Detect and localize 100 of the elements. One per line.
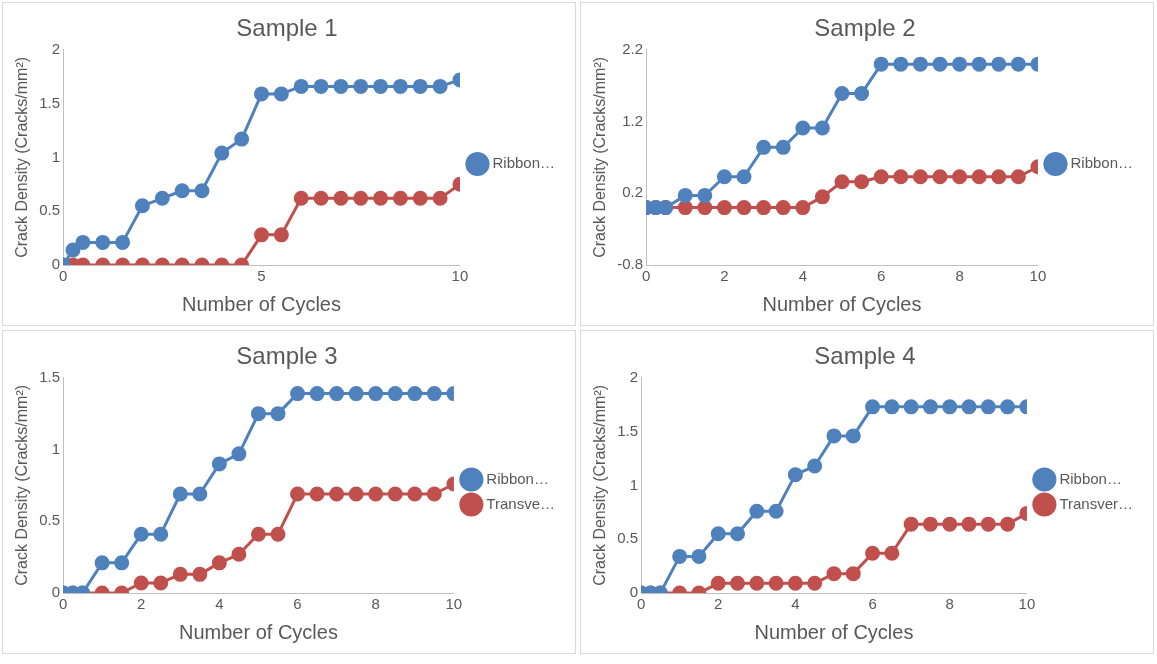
- point: [845, 566, 861, 582]
- x-tick-label: 10: [445, 595, 463, 613]
- point: [387, 386, 403, 402]
- y-axis-title: Crack Density (Cracks/mm²): [13, 384, 31, 586]
- y-tick-label: 2.2: [622, 39, 644, 57]
- point: [736, 200, 752, 216]
- point: [133, 526, 149, 542]
- point: [392, 190, 408, 206]
- point: [971, 169, 987, 185]
- point: [329, 486, 345, 502]
- x-tick-label: 2: [137, 595, 146, 613]
- point: [329, 386, 345, 402]
- point: [194, 183, 210, 199]
- point: [1010, 56, 1026, 72]
- point: [313, 78, 329, 94]
- point: [95, 234, 111, 250]
- chart-title: Sample 3: [236, 342, 338, 370]
- chart-title: Sample 2: [814, 14, 916, 42]
- point: [677, 187, 693, 203]
- point: [893, 56, 909, 72]
- point: [432, 190, 448, 206]
- point: [961, 399, 977, 415]
- point: [75, 234, 91, 250]
- y-tick-label: 2: [629, 367, 639, 385]
- y-tick-label: 1: [51, 439, 61, 457]
- point: [768, 575, 784, 591]
- point: [865, 545, 881, 561]
- point: [942, 399, 958, 415]
- point: [795, 200, 811, 216]
- point: [192, 566, 208, 582]
- point: [952, 169, 968, 185]
- point: [716, 169, 732, 185]
- legend-label: Transve…: [486, 494, 556, 512]
- point: [1000, 399, 1016, 415]
- point: [677, 200, 693, 216]
- point: [691, 548, 707, 564]
- point: [807, 575, 823, 591]
- point: [1010, 169, 1026, 185]
- point: [787, 467, 803, 483]
- point: [172, 486, 188, 502]
- legend-label: Ribbon…: [492, 154, 556, 172]
- point: [932, 56, 948, 72]
- point: [749, 503, 765, 519]
- point: [234, 131, 250, 147]
- point: [333, 190, 349, 206]
- point: [115, 234, 131, 250]
- point: [922, 399, 938, 415]
- point: [932, 169, 948, 185]
- point: [293, 78, 309, 94]
- y-axis-title: Crack Density (Cracks/mm²): [591, 56, 609, 258]
- point: [912, 56, 928, 72]
- point: [368, 386, 384, 402]
- point: [991, 56, 1007, 72]
- point: [273, 86, 289, 102]
- point: [775, 200, 791, 216]
- point: [807, 458, 823, 474]
- point: [154, 190, 170, 206]
- y-tick-label: -0.8: [617, 255, 644, 273]
- x-tick-label: 5: [257, 267, 266, 285]
- x-axis-title: Number of Cycles: [178, 620, 338, 643]
- y-tick-label: 1: [629, 475, 639, 493]
- point: [392, 78, 408, 94]
- x-axis-title: Number of Cycles: [762, 292, 922, 315]
- point: [716, 200, 732, 216]
- point: [309, 386, 325, 402]
- point: [134, 198, 150, 214]
- point: [412, 190, 428, 206]
- x-tick-label: 4: [798, 267, 807, 285]
- point: [893, 169, 909, 185]
- x-tick-label: 6: [293, 595, 302, 613]
- point: [775, 139, 791, 155]
- point: [834, 174, 850, 190]
- point: [214, 145, 230, 161]
- point: [697, 187, 713, 203]
- point: [814, 189, 830, 205]
- point: [348, 486, 364, 502]
- point: [313, 190, 329, 206]
- y-tick-label: 1.5: [39, 93, 61, 111]
- point: [854, 86, 870, 102]
- point: [270, 526, 286, 542]
- legend-label: Ribbon…: [1070, 154, 1134, 172]
- point: [373, 78, 389, 94]
- point: [787, 575, 803, 591]
- point: [768, 503, 784, 519]
- point: [980, 516, 996, 532]
- point: [293, 190, 309, 206]
- point: [250, 406, 266, 422]
- point: [814, 120, 830, 136]
- point: [290, 486, 306, 502]
- point: [270, 406, 286, 422]
- y-tick-label: 2: [51, 39, 61, 57]
- chart-title: Sample 4: [814, 342, 916, 370]
- point: [971, 56, 987, 72]
- x-tick-label: 2: [714, 595, 723, 613]
- point: [254, 86, 270, 102]
- point: [942, 516, 958, 532]
- y-tick-label: 0: [629, 583, 639, 601]
- point: [273, 227, 289, 243]
- point: [912, 169, 928, 185]
- point: [231, 446, 247, 462]
